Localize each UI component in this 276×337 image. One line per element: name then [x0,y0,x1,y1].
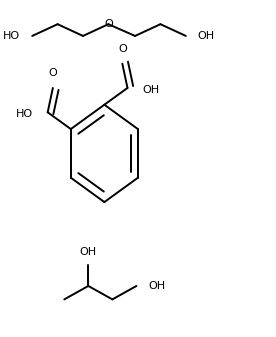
Text: OH: OH [198,31,215,41]
Text: HO: HO [16,109,33,119]
Text: O: O [118,43,127,54]
Text: OH: OH [148,281,166,291]
Text: O: O [49,68,57,78]
Text: OH: OH [80,247,97,257]
Text: OH: OH [142,85,159,95]
Text: O: O [104,19,113,29]
Text: HO: HO [3,31,20,41]
